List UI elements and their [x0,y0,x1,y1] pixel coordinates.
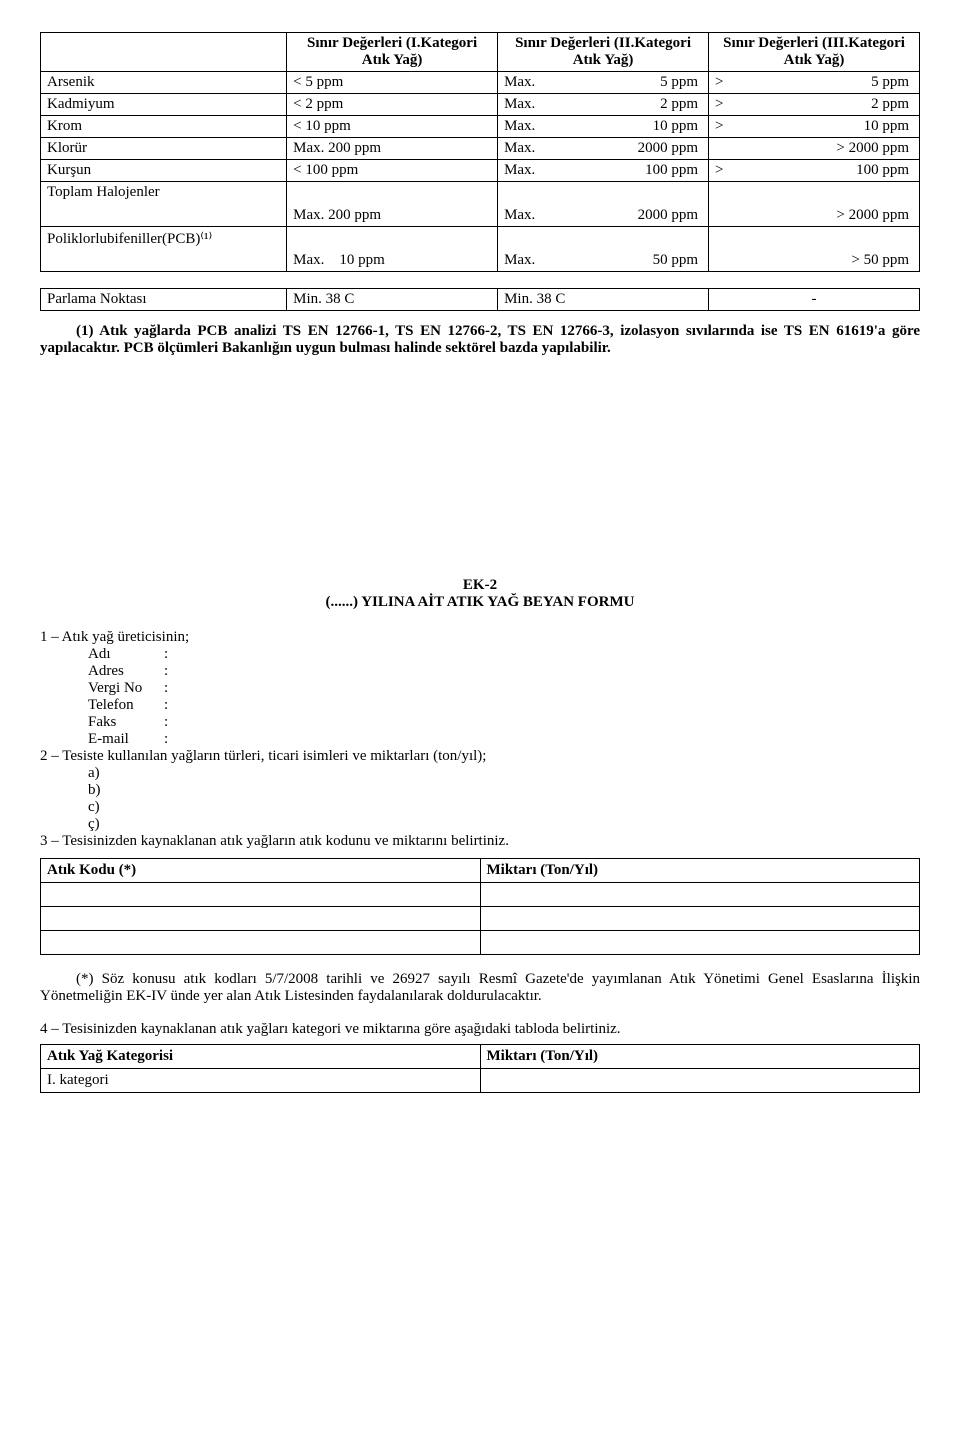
pcb-note: (1) Atık yağlarda PCB analizi TS EN 1276… [40,323,920,357]
limits-row: Kadmiyum< 2 ppmMax.2 ppm>2 ppm [41,94,920,116]
limits-row: Toplam HalojenlerMax. 200 ppmMax.2000 pp… [41,182,920,227]
limits-row: Poliklorlubifeniller(PCB)⁽¹⁾Max. 10 ppmM… [41,227,920,272]
flash-v1: Min. 38 C [287,289,498,311]
note-rest-bold: PCB ölçümleri Bakanlığın uygun bulması h… [120,340,611,356]
limits-param: Poliklorlubifeniller(PCB)⁽¹⁾ [41,227,287,272]
limits-header-row: Sınır Değerleri (I.Kategori Atık Yağ) Sı… [41,33,920,72]
limits-v1: < 5 ppm [287,72,498,94]
limits-row: Krom< 10 ppmMax.10 ppm>10 ppm [41,116,920,138]
form-field: Vergi No: [40,680,920,697]
atik-kodu-h1: Atık Kodu (*) [41,859,481,883]
atik-kategori-row: I. kategori [41,1069,920,1093]
form-p4: 4 – Tesisinizden kaynaklanan atık yağlar… [40,1021,920,1038]
atik-kodu-cell [41,907,481,931]
atik-kodu-table: Atık Kodu (*) Miktarı (Ton/Yıl) [40,858,920,955]
limits-v3: > 2000 ppm [709,182,920,227]
limits-v3: >100 ppm [709,160,920,182]
limits-v1: < 100 ppm [287,160,498,182]
atik-kodu-cell [41,931,481,955]
limits-v1: Max. 10 ppm [287,227,498,272]
atik-kodu-row [41,931,920,955]
atik-kategori-h2: Miktarı (Ton/Yıl) [480,1045,920,1069]
limits-v2: Max.100 ppm [498,160,709,182]
atik-kodu-cell [480,883,920,907]
ek2-title: (......) YILINA AİT ATIK YAĞ BEYAN FORMU [40,594,920,611]
flash-v2: Min. 38 C [498,289,709,311]
limits-param: Klorür [41,138,287,160]
form-field: Faks: [40,714,920,731]
form-subitem: c) [40,799,920,816]
atik-kodu-cell [480,931,920,955]
flash-point-table: Parlama Noktası Min. 38 C Min. 38 C - [40,288,920,311]
limits-v2: Max.10 ppm [498,116,709,138]
limits-row: Kurşun< 100 ppmMax.100 ppm>100 ppm [41,160,920,182]
form-p3: 3 – Tesisinizden kaynaklanan atık yağlar… [40,833,920,850]
atik-kodu-cell [480,907,920,931]
form-subitem: ç) [40,816,920,833]
limits-row: Arsenik< 5 ppmMax.5 ppm>5 ppm [41,72,920,94]
limits-v2: Max.2000 ppm [498,138,709,160]
limits-param: Arsenik [41,72,287,94]
limits-v1: < 10 ppm [287,116,498,138]
flash-v3: - [709,289,920,311]
limits-param: Krom [41,116,287,138]
atik-kategori-h1: Atık Yağ Kategorisi [41,1045,481,1069]
limits-table: Sınır Değerleri (I.Kategori Atık Yağ) Sı… [40,32,920,272]
limits-row: KlorürMax. 200 ppmMax.2000 ppm> 2000 ppm [41,138,920,160]
form-field: Telefon: [40,697,920,714]
limits-v2: Max.2 ppm [498,94,709,116]
atik-kodu-cell [41,883,481,907]
limits-v2: Max.2000 ppm [498,182,709,227]
atik-kategori-header-row: Atık Yağ Kategorisi Miktarı (Ton/Yıl) [41,1045,920,1069]
form-p1: 1 – Atık yağ üreticisinin; [40,629,920,646]
limits-header-c3: Sınır Değerleri (III.Kategori Atık Yağ) [709,33,920,72]
form-field: E-mail: [40,731,920,748]
limits-v3: >5 ppm [709,72,920,94]
form-p2: 2 – Tesiste kullanılan yağların türleri,… [40,748,920,765]
form-field: Adı: [40,646,920,663]
form-subitem: a) [40,765,920,782]
limits-v2: Max.50 ppm [498,227,709,272]
limits-v3: >2 ppm [709,94,920,116]
flash-param: Parlama Noktası [41,289,287,311]
atik-kategori-row1: I. kategori [41,1069,481,1093]
atik-kodu-header-row: Atık Kodu (*) Miktarı (Ton/Yıl) [41,859,920,883]
limits-v1: Max. 200 ppm [287,138,498,160]
atik-kodu-row [41,907,920,931]
limits-v3: > 2000 ppm [709,138,920,160]
limits-v2: Max.5 ppm [498,72,709,94]
limits-v1: < 2 ppm [287,94,498,116]
limits-header-c2: Sınır Değerleri (II.Kategori Atık Yağ) [498,33,709,72]
form-subitem: b) [40,782,920,799]
ek2-code: EK-2 [40,577,920,594]
form-section: 1 – Atık yağ üreticisinin; Adı:Adres:Ver… [40,629,920,850]
limits-param: Kadmiyum [41,94,287,116]
limits-param: Toplam Halojenler [41,182,287,227]
limits-v3: > 50 ppm [709,227,920,272]
limits-header-param [41,33,287,72]
limits-param: Kurşun [41,160,287,182]
atik-kodu-row [41,883,920,907]
form-field: Adres: [40,663,920,680]
flash-point-row: Parlama Noktası Min. 38 C Min. 38 C - [41,289,920,311]
atik-kategori-row1-val [480,1069,920,1093]
atik-kodu-h2: Miktarı (Ton/Yıl) [480,859,920,883]
limits-v3: >10 ppm [709,116,920,138]
limits-header-c1: Sınır Değerleri (I.Kategori Atık Yağ) [287,33,498,72]
atik-kodu-footnote: (*) Söz konusu atık kodları 5/7/2008 tar… [40,971,920,1005]
atik-kategori-table: Atık Yağ Kategorisi Miktarı (Ton/Yıl) I.… [40,1044,920,1093]
limits-v1: Max. 200 ppm [287,182,498,227]
